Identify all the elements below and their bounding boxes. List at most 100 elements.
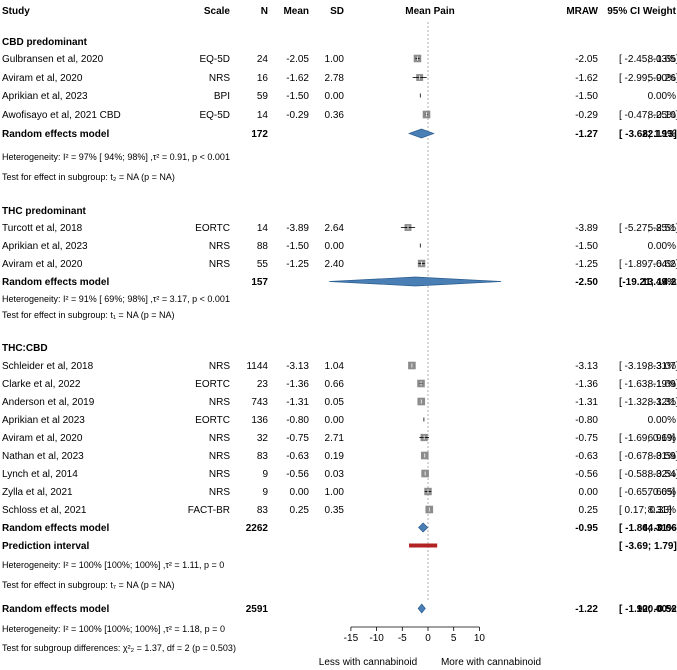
study-mean: -0.63 (286, 451, 309, 462)
x-axis-tick-label: -5 (398, 633, 407, 644)
group-title: THC:CBD (2, 343, 48, 354)
study-n: 23 (257, 379, 269, 390)
study-name: Aviram et al, 2020 (2, 433, 83, 444)
overall-weight: 100.00% (637, 604, 677, 615)
study-ci: [ -1.63; -1.09] (619, 379, 677, 390)
study-mean: -1.25 (286, 259, 309, 270)
header-mraw: MRAW (566, 6, 598, 17)
study-n: 1144 (246, 361, 268, 372)
model-n: 172 (251, 129, 268, 140)
study-sd: 2.40 (325, 259, 345, 270)
study-scale: EQ-5D (199, 110, 230, 121)
study-scale: EORTC (195, 223, 230, 234)
study-ci: [ -5.27; -2.51] (619, 223, 677, 234)
study-sd: 0.00 (325, 91, 345, 102)
study-weight: 8.31% (648, 505, 676, 516)
model-ci: [-19.21; 14.22] (619, 277, 677, 288)
x-axis-tick-label: -10 (369, 633, 384, 644)
subgroup-test-text: Test for effect in subgroup: t₂ = NA (p … (2, 172, 175, 182)
study-ci: [ -0.67; -0.59] (619, 451, 677, 462)
study-mraw: -3.89 (575, 223, 598, 234)
study-sd: 2.71 (325, 433, 345, 444)
study-ci: [ -0.47; -0.10] (619, 110, 677, 121)
study-scale: NRS (209, 241, 230, 252)
study-n: 55 (257, 259, 269, 270)
study-scale: EORTC (195, 379, 230, 390)
study-n: 88 (257, 241, 269, 252)
x-axis-tick-label: -15 (344, 633, 359, 644)
overall-heterogeneity-text: Heterogeneity: I² = 100% [100%; 100%] ,τ… (2, 624, 225, 634)
study-name: Schloss et al, 2021 (2, 505, 87, 516)
study-sd: 0.00 (325, 241, 345, 252)
study-weight: 0.00% (648, 415, 676, 426)
model-ci: [ -3.68; 1.13] (619, 129, 677, 140)
overall-ci: [ -1.92; -0.52] (619, 604, 677, 615)
model-diamond (418, 522, 429, 533)
study-name: Nathan et al, 2023 (2, 451, 84, 462)
study-scale: BPI (214, 91, 230, 102)
study-name: Aprikian et al 2023 (2, 415, 85, 426)
study-n: 32 (257, 433, 269, 444)
subgroup-test-text: Test for effect in subgroup: t₇ = NA (p … (2, 580, 175, 590)
header-scale: Scale (204, 6, 231, 17)
study-mraw: -1.62 (575, 73, 598, 84)
study-ci: [ -3.19; -3.07] (619, 361, 677, 372)
study-scale: NRS (209, 451, 230, 462)
header-mean: Mean (283, 6, 309, 17)
study-weight: 8.32% (648, 397, 676, 408)
model-ci: [ -1.84; -0.06] (619, 523, 677, 534)
study-scale: NRS (209, 361, 230, 372)
group-title: CBD predominant (2, 37, 88, 48)
study-mean: -1.31 (286, 397, 309, 408)
study-weight: 0.00% (648, 91, 676, 102)
overall-diamond (417, 603, 426, 614)
study-n: 14 (257, 110, 269, 121)
study-n: 16 (257, 73, 269, 84)
study-mraw: 0.00 (579, 487, 599, 498)
model-n: 2262 (246, 523, 269, 534)
study-mean: 0.00 (290, 487, 310, 498)
study-sd: 1.04 (325, 361, 345, 372)
study-mean: -0.80 (286, 415, 309, 426)
study-weight: 7.64% (648, 259, 676, 270)
study-name: Aviram et al, 2020 (2, 73, 83, 84)
study-n: 743 (251, 397, 268, 408)
header-n: N (261, 6, 268, 17)
header-pain: Mean Pain (405, 6, 454, 17)
study-sd: 0.00 (325, 415, 345, 426)
model-mraw: -2.50 (575, 277, 598, 288)
overall-label: Random effects model (2, 604, 109, 615)
model-mraw: -1.27 (575, 129, 598, 140)
study-ci: [ -0.65; 0.65] (619, 487, 675, 498)
study-sd: 2.78 (325, 73, 345, 84)
heterogeneity-text: Heterogeneity: I² = 91% [ 69%; 98%] ,τ² … (2, 294, 230, 304)
study-sd: 0.35 (325, 505, 345, 516)
study-ci: [ -1.69; 0.19] (619, 433, 675, 444)
study-mean: -3.13 (286, 361, 309, 372)
header-weight: Weight (643, 6, 677, 17)
study-sd: 1.00 (325, 487, 345, 498)
study-mean: -0.56 (286, 469, 309, 480)
study-weight: 8.03% (648, 54, 676, 65)
study-mean: -1.50 (286, 241, 309, 252)
study-mraw: -0.56 (575, 469, 598, 480)
study-n: 83 (257, 505, 269, 516)
study-ci: [ -2.45; -1.65] (619, 54, 677, 65)
study-name: Aprikian et al, 2023 (2, 91, 88, 102)
study-mraw: -0.63 (575, 451, 598, 462)
overall-mraw: -1.22 (575, 604, 598, 615)
model-label: Random effects model (2, 277, 109, 288)
study-n: 9 (262, 487, 268, 498)
model-weight: 13.49% (642, 277, 676, 288)
header-study: Study (2, 6, 30, 17)
study-mean: -1.50 (286, 91, 309, 102)
study-mraw: -2.05 (575, 54, 598, 65)
study-mraw: -1.50 (575, 91, 598, 102)
study-n: 9 (262, 469, 268, 480)
study-mraw: -0.75 (575, 433, 598, 444)
study-mraw: -0.29 (575, 110, 598, 121)
subgroup-test-text: Test for effect in subgroup: t₁ = NA (p … (2, 310, 174, 320)
subgroup-differences-text: Test for subgroup differences: χ²₂ = 1.3… (2, 643, 236, 653)
study-name: Aviram et al, 2020 (2, 259, 83, 270)
